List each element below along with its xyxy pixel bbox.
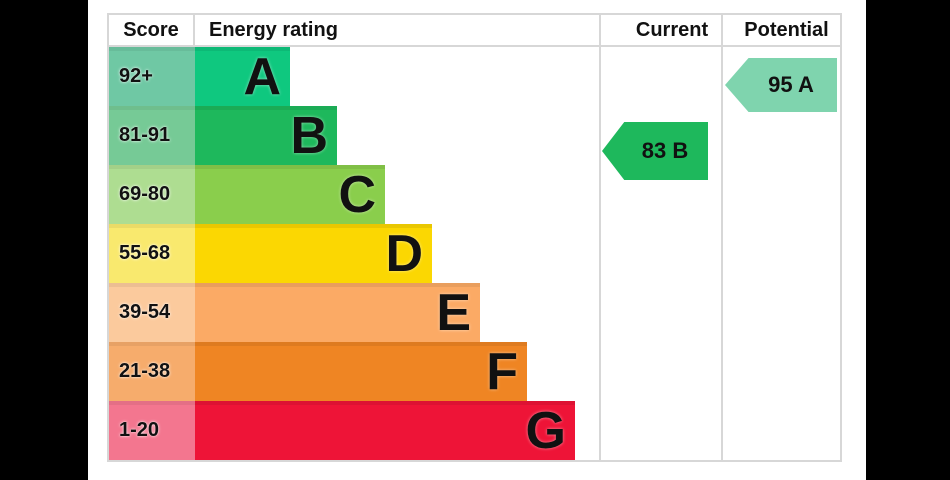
band-row-d: 55-68 D	[109, 224, 840, 283]
rating-bar: E	[195, 283, 480, 342]
score-column-header: Score	[109, 15, 195, 45]
rating-bar: B	[195, 106, 337, 165]
current-column-header: Current	[635, 19, 709, 41]
score-range-label: 69-80	[119, 183, 171, 205]
potential-column-divider	[721, 15, 723, 460]
rating-bar: C	[195, 165, 385, 224]
score-cell: 69-80	[109, 165, 195, 224]
score-range-label: 21-38	[119, 360, 171, 382]
score-range-label: 81-91	[119, 124, 171, 146]
score-cell: 81-91	[109, 106, 195, 165]
current-rating-arrow: 83 B	[602, 122, 708, 180]
score-cell: 55-68	[109, 224, 195, 283]
rating-letter: D	[385, 224, 423, 283]
score-cell: 39-54	[109, 283, 195, 342]
band-row-a: 92+ A	[109, 47, 840, 106]
band-row-e: 39-54 E	[109, 283, 840, 342]
score-range-label: 55-68	[119, 242, 171, 264]
band-row-b: 81-91 B	[109, 106, 840, 165]
band-row-g: 1-20 G	[109, 401, 840, 460]
band-row-c: 69-80 C	[109, 165, 840, 224]
current-column-divider	[599, 15, 601, 460]
rating-bar: F	[195, 342, 527, 401]
score-cell: 1-20	[109, 401, 195, 460]
rating-letter: E	[436, 283, 471, 342]
potential-rating-label: 95 A	[768, 72, 814, 97]
rating-letter: C	[338, 165, 376, 224]
band-row-f: 21-38 F	[109, 342, 840, 401]
epc-chart-panel: Score Energy rating Current Potential 92…	[88, 0, 866, 480]
score-range-label: 92+	[119, 65, 153, 87]
rating-bands: 92+ A 81-91 B 69-80 C 55-68 D 39-54 E 21-38 F 1-20 G	[109, 47, 840, 460]
rating-letter: F	[486, 342, 518, 401]
score-cell: 92+	[109, 47, 195, 106]
score-range-label: 1-20	[119, 419, 160, 441]
score-range-label: 39-54	[119, 301, 171, 323]
rating-bar: G	[195, 401, 575, 460]
current-rating-label: 83 B	[641, 138, 689, 163]
energy-rating-column-header: Energy rating	[209, 19, 338, 41]
rating-letter: A	[243, 47, 281, 106]
potential-column-header: Potential	[744, 19, 829, 41]
potential-rating-arrow: 95 A	[725, 58, 837, 112]
score-cell: 21-38	[109, 342, 195, 401]
rating-letter: B	[290, 106, 328, 165]
rating-bar: D	[195, 224, 432, 283]
rating-bar: A	[195, 47, 290, 106]
rating-letter: G	[525, 401, 566, 460]
table-header-row: Score Energy rating Current Potential	[109, 15, 840, 47]
energy-rating-table: Score Energy rating Current Potential 92…	[107, 13, 842, 462]
